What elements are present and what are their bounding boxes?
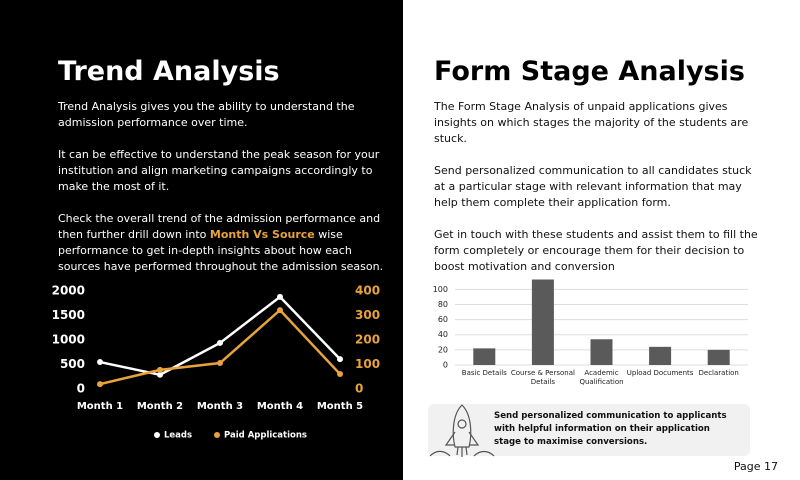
y2-tick-label: 100 [355,357,380,371]
point [277,293,283,300]
paragraph: It can be effective to understand the pe… [58,148,380,193]
paragraph: Send personalized communication to all c… [434,164,752,209]
x-tick-label: Month 3 [197,401,243,412]
point [217,339,223,346]
y-tick-label: 20 [438,345,448,354]
bar [590,339,613,365]
left-title: Trend Analysis [58,56,280,87]
bar [473,348,496,365]
y2-tick-label: 400 [355,284,380,298]
callout-box [428,404,750,456]
x-tick-label: Upload Documents [626,369,694,377]
legend-marker [214,432,220,438]
page-number: Page 17 [733,460,778,473]
x-tick-label: Month 4 [257,401,303,412]
point [217,360,223,367]
y-tick-label: 1500 [52,308,85,322]
highlight: Month Vs Source [209,228,315,241]
callout-text: Send personalized communication to appli… [494,411,727,447]
y2-tick-label: 300 [355,308,380,322]
text: wise performance to get in-depth insight… [58,228,384,273]
legend-label: Leads [164,431,192,441]
paragraph: The Form Stage Analysis of unpaid applic… [434,100,749,145]
right-title: Form Stage Analysis [434,56,745,87]
y-tick-label: 0 [443,361,448,370]
paragraph: Check the overall trend of the admission… [58,211,393,275]
paragraph: Trend Analysis gives you the ability to … [58,100,355,129]
x-tick-label: Academic Qualification [579,369,624,386]
y-tick-label: 40 [438,330,448,339]
bar [707,349,730,365]
y-tick-label: 500 [60,357,85,371]
point [97,381,103,388]
point [157,371,163,378]
y-tick-label: 2000 [52,284,85,298]
y-tick-label: 1000 [52,333,85,347]
point [337,356,343,363]
x-tick-label: Declaration [698,369,739,377]
y-tick-label: 60 [438,315,448,324]
point [337,371,343,378]
bar [531,279,554,365]
bar [649,346,672,365]
x-tick-label: Month 1 [77,401,123,412]
text: Check the overall trend of the admission… [58,212,381,241]
point [277,307,283,314]
y2-tick-label: 200 [355,333,380,347]
rocket-icon [429,404,495,457]
paragraph: Get in touch with these students and ass… [434,228,758,273]
y2-tick-label: 0 [355,382,363,396]
point [157,366,163,373]
left-text: Trend Analysis gives you the ability to … [58,99,393,291]
x-tick-label: Month 2 [137,401,183,412]
y-tick-label: 0 [77,382,85,396]
x-tick-label: Course & Personal Details [510,369,575,386]
legend-label: Paid Applications [224,431,307,441]
y-tick-label: 100 [433,285,448,294]
legend-marker [154,432,160,438]
x-tick-label: Month 5 [317,401,363,412]
point [97,359,103,366]
y-tick-label: 80 [438,300,448,309]
dark-panel [0,0,403,480]
right-text: The Form Stage Analysis of unpaid applic… [434,99,759,291]
x-tick-label: Basic Details [461,369,507,377]
